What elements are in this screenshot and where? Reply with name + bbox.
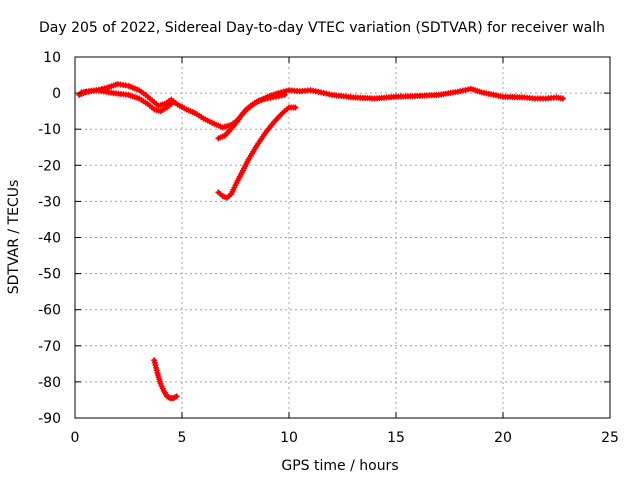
y-tick-label: 10 (43, 50, 61, 66)
series-deep-branch (215, 104, 299, 201)
x-tick-label: 25 (601, 430, 619, 446)
data-point (173, 393, 180, 400)
y-tick-label: -20 (38, 158, 61, 174)
x-tick-label: 0 (71, 430, 80, 446)
series-deepest-branch (151, 357, 180, 402)
chart-title: Day 205 of 2022, Sidereal Day-to-day VTE… (39, 20, 605, 36)
y-tick-label: 0 (52, 86, 61, 102)
x-tick-label: 20 (494, 430, 512, 446)
x-tick-label: 5 (178, 430, 187, 446)
y-axis-label: SDTVAR / TECUs (6, 180, 22, 295)
y-tick-label: -70 (38, 339, 61, 355)
data-point (170, 99, 177, 106)
y-tick-label: -40 (38, 231, 61, 247)
y-tick-label: -30 (38, 194, 61, 210)
x-axis-label: GPS time / hours (281, 458, 398, 474)
data-point (281, 91, 288, 98)
y-tick-label: -90 (38, 411, 61, 427)
grid (75, 57, 610, 418)
y-tick-label: -50 (38, 267, 61, 283)
data-point (292, 104, 299, 111)
x-tick-label: 15 (387, 430, 405, 446)
series-layer (76, 81, 566, 402)
y-tick-label: -10 (38, 122, 61, 138)
series-dip-branch (78, 87, 177, 115)
data-point (559, 95, 566, 102)
series-recovery-branch (215, 91, 288, 142)
y-tick-label: -60 (38, 303, 61, 319)
ticks: 0 5 10 15 20 25 10 0 -10 -20 -30 -40 -50 -60 -70 -80 -90 (38, 50, 619, 446)
x-tick-label: 10 (280, 430, 298, 446)
y-tick-label: -80 (38, 375, 61, 391)
